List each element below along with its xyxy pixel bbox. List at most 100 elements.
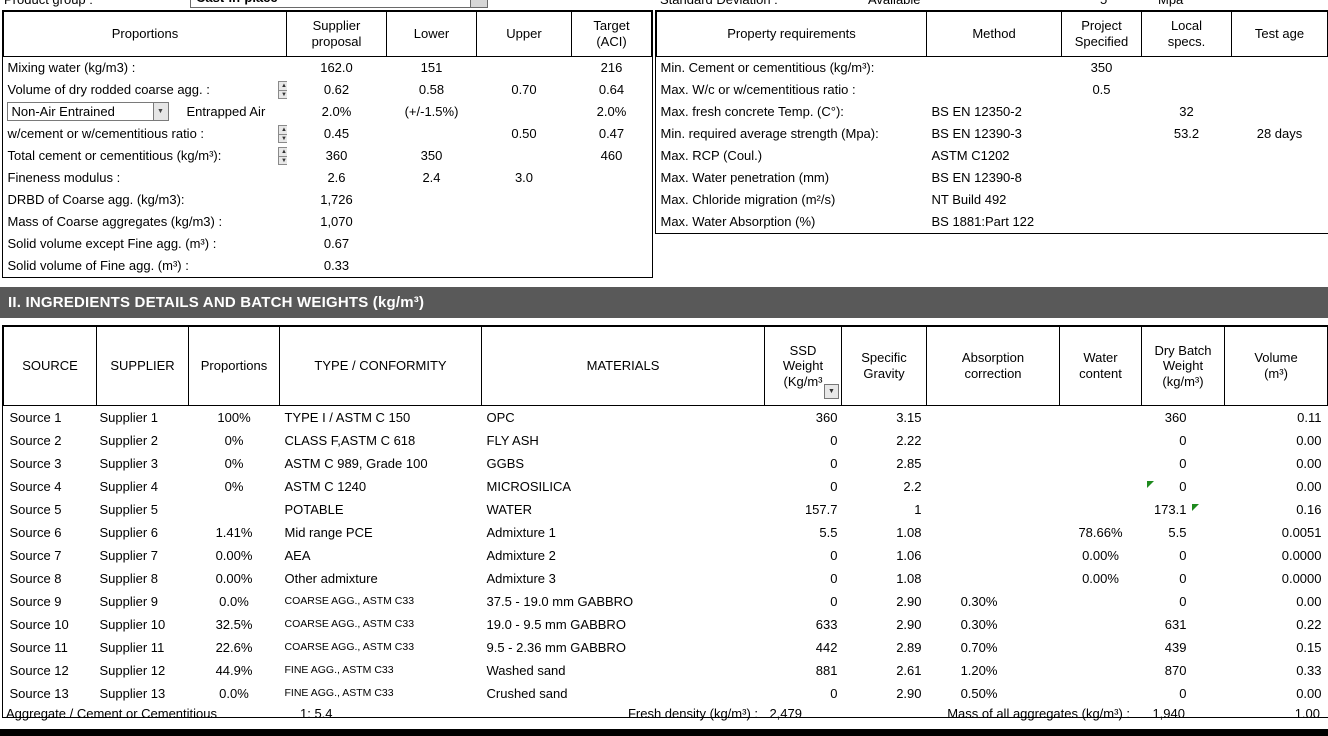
- target-cell[interactable]: [572, 233, 652, 255]
- source-cell[interactable]: Source 6: [9, 524, 62, 540]
- lower-cell[interactable]: [387, 233, 477, 255]
- ssd-weight-cell[interactable]: 5.5: [819, 524, 838, 540]
- proportion-cell[interactable]: 22.6%: [215, 639, 253, 655]
- dry-batch-weight-cell[interactable]: 0: [1179, 432, 1187, 448]
- water-content-cell[interactable]: [1060, 475, 1142, 498]
- dry-batch-weight-cell[interactable]: 439: [1164, 639, 1187, 655]
- lower-cell[interactable]: 2.4: [422, 170, 441, 185]
- project-specified-cell[interactable]: [1062, 101, 1142, 123]
- absorption-correction-cell[interactable]: [927, 567, 1060, 590]
- dry-batch-weight-cell[interactable]: 0: [1142, 475, 1225, 498]
- material-cell[interactable]: Washed sand: [486, 662, 566, 678]
- source-cell[interactable]: Source 11: [9, 639, 68, 655]
- std-dev-number[interactable]: 5: [1100, 0, 1107, 7]
- air-entrainment-dropdown[interactable]: Non-Air Entrained ▼: [6, 102, 169, 121]
- chevron-down-icon[interactable]: ▼: [470, 0, 487, 7]
- type-conformity-cell[interactable]: CLASS F,ASTM C 618: [284, 432, 416, 448]
- dry-batch-weight-cell[interactable]: 173.1: [1142, 498, 1225, 521]
- supplier-cell[interactable]: Supplier 13: [99, 685, 166, 701]
- product-group-dropdown[interactable]: Cast-in-place ▼: [190, 0, 488, 8]
- material-cell[interactable]: WATER: [486, 501, 533, 517]
- test-age-cell[interactable]: [1232, 101, 1328, 123]
- supplier-proposal-cell[interactable]: 162.0: [320, 60, 353, 75]
- proportion-cell[interactable]: 0.00%: [215, 547, 253, 563]
- supplier-proposal-cell[interactable]: 0.33: [323, 258, 350, 273]
- spinner-control[interactable]: ▲ ▼: [277, 81, 287, 99]
- supplier-proposal-cell[interactable]: 2.6: [327, 170, 346, 185]
- spinner-down-icon[interactable]: ▼: [281, 158, 287, 164]
- absorption-correction-cell[interactable]: 0.30%: [960, 616, 998, 632]
- water-content-cell[interactable]: 78.66%: [1078, 524, 1123, 540]
- source-cell[interactable]: Source 5: [9, 501, 62, 517]
- supplier-cell[interactable]: Supplier 4: [99, 478, 159, 494]
- water-content-cell[interactable]: [1060, 429, 1142, 452]
- material-cell[interactable]: GGBS: [486, 455, 525, 471]
- proportion-cell[interactable]: 44.9%: [215, 662, 253, 678]
- dry-batch-weight-cell[interactable]: 0: [1179, 547, 1187, 563]
- project-specified-cell[interactable]: [1062, 211, 1142, 233]
- dry-batch-weight-cell[interactable]: 5.5: [1168, 524, 1187, 540]
- volume-cell[interactable]: 0.0000: [1281, 547, 1322, 563]
- ssd-weight-cell[interactable]: 0: [830, 478, 838, 494]
- spinner-down-icon[interactable]: ▼: [281, 92, 287, 98]
- absorption-correction-cell[interactable]: [927, 475, 1060, 498]
- volume-cell[interactable]: 0.00: [1296, 432, 1322, 448]
- local-specs-cell[interactable]: [1142, 167, 1232, 189]
- absorption-correction-cell[interactable]: [927, 405, 1060, 429]
- target-cell[interactable]: [572, 167, 652, 189]
- upper-cell[interactable]: [477, 189, 572, 211]
- source-cell[interactable]: Source 12: [9, 662, 69, 678]
- ssd-weight-cell[interactable]: 0: [830, 685, 838, 701]
- proportion-cell[interactable]: 0%: [224, 455, 244, 471]
- test-age-cell[interactable]: [1232, 189, 1328, 211]
- project-specified-cell[interactable]: [1062, 167, 1142, 189]
- spinner-up-icon[interactable]: ▲: [278, 82, 287, 91]
- local-specs-cell[interactable]: [1142, 79, 1232, 101]
- local-specs-cell[interactable]: 53.2: [1173, 126, 1200, 141]
- material-cell[interactable]: Admixture 1: [486, 524, 556, 540]
- source-cell[interactable]: Source 9: [9, 593, 62, 609]
- source-cell[interactable]: Source 1: [9, 409, 62, 425]
- type-conformity-cell[interactable]: FINE AGG., ASTM C33: [284, 663, 394, 676]
- target-cell[interactable]: [572, 211, 652, 233]
- source-cell[interactable]: Source 8: [9, 570, 62, 586]
- type-conformity-cell[interactable]: Mid range PCE: [284, 524, 373, 540]
- spinner-up-icon[interactable]: ▲: [278, 148, 287, 157]
- upper-cell[interactable]: [477, 255, 572, 277]
- method-cell[interactable]: ASTM C1202: [931, 148, 1010, 163]
- ssd-weight-cell[interactable]: 0: [830, 570, 838, 586]
- absorption-correction-cell[interactable]: [927, 521, 1060, 544]
- water-content-cell[interactable]: 0.00%: [1082, 570, 1119, 586]
- dry-batch-weight-cell[interactable]: 0: [1179, 593, 1187, 609]
- proportion-cell[interactable]: 0%: [224, 478, 244, 494]
- supplier-cell[interactable]: Supplier 3: [99, 455, 159, 471]
- water-content-cell[interactable]: [1060, 636, 1142, 659]
- upper-cell[interactable]: 3.0: [514, 170, 534, 185]
- volume-cell[interactable]: 0.22: [1296, 616, 1322, 632]
- method-cell[interactable]: BS EN 12390-3: [931, 126, 1022, 141]
- lower-cell[interactable]: [387, 123, 477, 145]
- ssd-weight-cell[interactable]: 881: [815, 662, 838, 678]
- absorption-correction-cell[interactable]: [927, 452, 1060, 475]
- proportion-cell[interactable]: 0.00%: [215, 570, 253, 586]
- spinner-control[interactable]: ▲ ▼: [277, 125, 287, 143]
- proportion-cell[interactable]: [189, 498, 280, 521]
- specific-gravity-cell[interactable]: 2.85: [896, 455, 922, 471]
- supplier-cell[interactable]: Supplier 5: [99, 501, 159, 517]
- local-specs-cell[interactable]: [1142, 211, 1232, 233]
- upper-cell[interactable]: [477, 211, 572, 233]
- specific-gravity-cell[interactable]: 1.08: [896, 570, 922, 586]
- volume-cell[interactable]: 0.15: [1296, 639, 1322, 655]
- proportion-cell[interactable]: 0.0%: [219, 685, 249, 701]
- spinner-control[interactable]: ▲ ▼: [277, 147, 287, 165]
- source-cell[interactable]: Source 10: [9, 616, 69, 632]
- method-cell[interactable]: BS 1881:Part 122: [931, 214, 1035, 229]
- supplier-cell[interactable]: Supplier 9: [99, 593, 159, 609]
- upper-cell[interactable]: [477, 101, 572, 123]
- material-cell[interactable]: 37.5 - 19.0 mm GABBRO: [486, 593, 634, 609]
- volume-cell[interactable]: 0.00: [1296, 455, 1322, 471]
- dry-batch-weight-cell[interactable]: 0: [1179, 455, 1187, 471]
- supplier-proposal-cell[interactable]: 0.67: [323, 236, 350, 251]
- volume-cell[interactable]: 0.00: [1296, 685, 1322, 701]
- ssd-weight-cell[interactable]: 633: [815, 616, 838, 632]
